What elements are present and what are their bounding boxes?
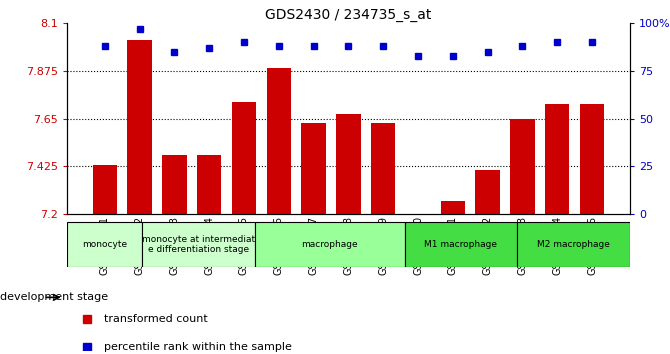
Bar [232,102,256,214]
Title: GDS2430 / 234735_s_at: GDS2430 / 234735_s_at [265,8,431,22]
Text: percentile rank within the sample: percentile rank within the sample [104,342,291,352]
Bar [545,104,570,214]
Bar [476,170,500,214]
Text: transformed count: transformed count [104,314,208,324]
Bar [511,119,535,214]
FancyBboxPatch shape [67,222,142,267]
Bar [127,40,151,214]
FancyBboxPatch shape [142,222,255,267]
Text: monocyte at intermediat
e differentiation stage: monocyte at intermediat e differentiatio… [142,235,255,254]
Text: M1 macrophage: M1 macrophage [425,240,497,249]
Bar [302,123,326,214]
Bar [162,155,186,214]
Bar [92,165,117,214]
Text: M2 macrophage: M2 macrophage [537,240,610,249]
Bar [267,68,291,214]
FancyBboxPatch shape [517,222,630,267]
Bar [336,114,360,214]
Text: development stage: development stage [0,292,108,302]
Bar [580,104,604,214]
Bar [197,155,221,214]
Bar [441,201,465,214]
Text: macrophage: macrophage [302,240,358,249]
FancyBboxPatch shape [405,222,517,267]
FancyBboxPatch shape [255,222,405,267]
Bar [371,123,395,214]
Text: monocyte: monocyte [82,240,127,249]
